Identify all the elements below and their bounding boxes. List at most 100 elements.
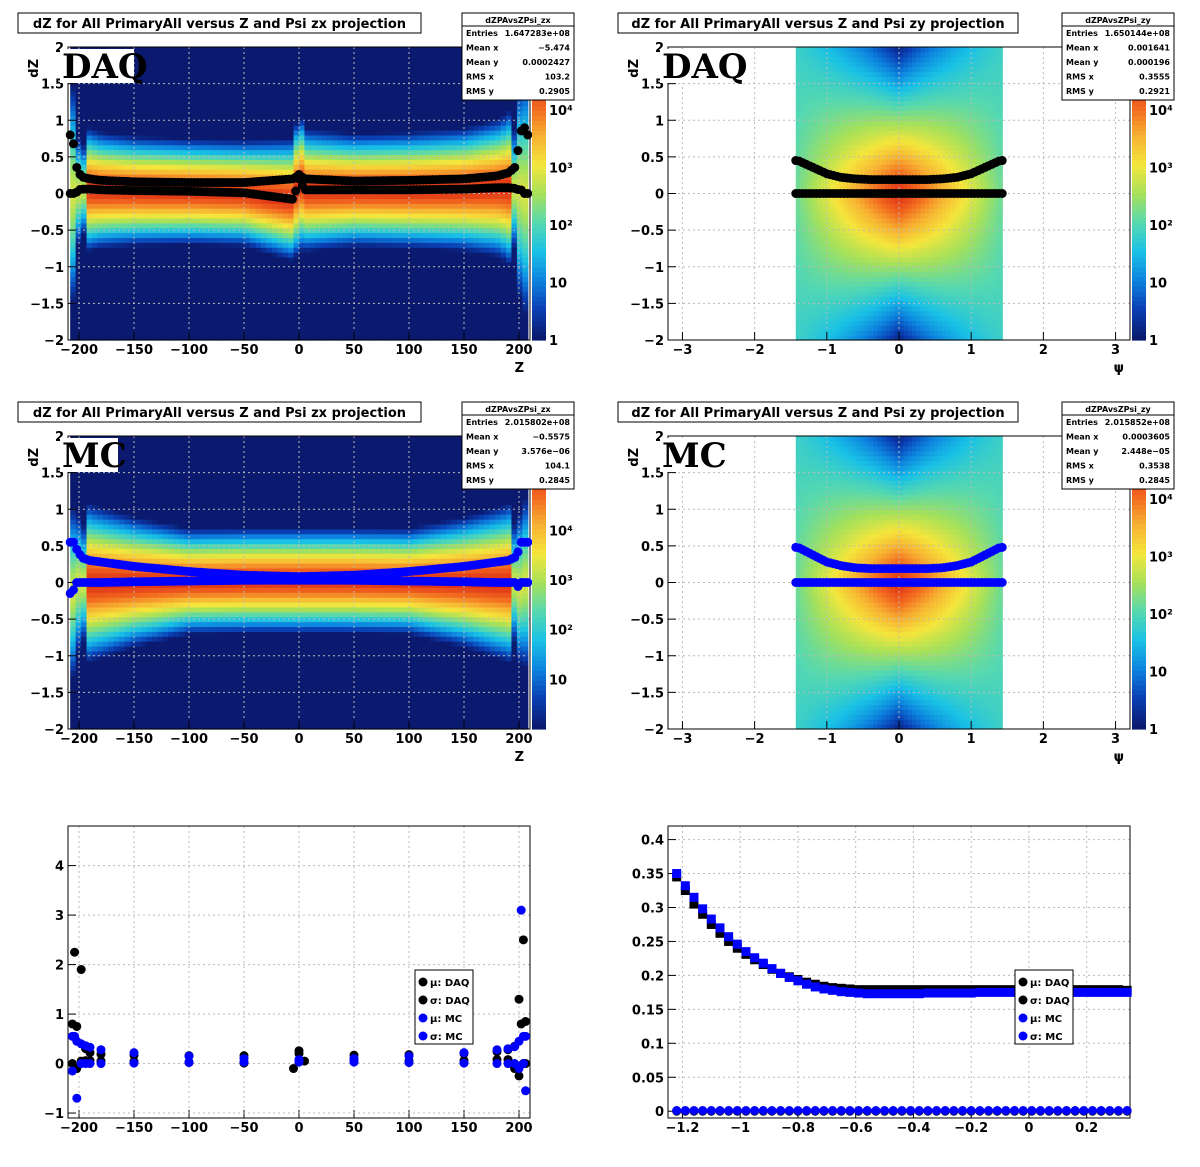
heatmap-cell: [299, 134, 306, 141]
heatmap-cell: [522, 296, 529, 302]
heatmap-cell: [195, 232, 202, 239]
heatmap-cell: [299, 47, 306, 53]
heatmap-cell: [260, 90, 267, 97]
heatmap-cell: [304, 51, 311, 58]
heatmap-cell: [478, 130, 485, 136]
heatmap-cell: [304, 47, 311, 53]
heatmap-cell: [331, 242, 338, 248]
heatmap-cell: [299, 222, 306, 229]
heatmap-cell: [342, 217, 349, 224]
heatmap-cell: [146, 51, 153, 58]
heatmap-cell: [222, 320, 229, 326]
heatmap-cell: [413, 164, 420, 170]
heatmap-cell: [440, 169, 447, 175]
heatmap-cell: [522, 315, 529, 322]
heatmap-cell: [91, 242, 99, 248]
heatmap-cell: [206, 237, 213, 243]
heatmap-cell: [397, 149, 404, 156]
heatmap-cell: [299, 330, 306, 336]
heatmap-cell: [184, 110, 191, 116]
heatmap-cell: [462, 203, 469, 209]
heatmap-cell: [233, 271, 240, 278]
heatmap-cell: [348, 203, 355, 209]
heatmap-cell: [407, 256, 414, 263]
heatmap-cell: [162, 95, 169, 102]
heatmap-cell: [418, 247, 425, 253]
heatmap-cell: [511, 115, 518, 121]
heatmap-cell: [233, 115, 240, 121]
heatmap-cell: [179, 125, 186, 131]
heatmap-cell: [326, 120, 333, 126]
heatmap-cell: [179, 256, 186, 263]
heatmap-cell: [75, 193, 82, 199]
heatmap-cell: [113, 320, 120, 326]
heatmap-cell: [173, 71, 180, 77]
heatmap-cell: [429, 164, 436, 170]
heatmap-cell: [407, 227, 414, 234]
heatmap-cell: [326, 281, 333, 287]
heatmap-cell: [369, 217, 376, 224]
heatmap-cell: [511, 305, 518, 312]
heatmap-cell: [386, 164, 393, 170]
heatmap-cell: [348, 330, 355, 336]
heatmap-cell: [467, 276, 474, 282]
heatmap-cell: [511, 276, 518, 282]
heatmap-cell: [364, 115, 371, 121]
heatmap-cell: [304, 222, 311, 229]
heatmap-cell: [337, 47, 344, 53]
heatmap-cell: [141, 47, 148, 53]
heatmap-cell: [364, 208, 371, 214]
heatmap-cell: [195, 86, 202, 92]
heatmap-cell: [179, 61, 186, 68]
heatmap-cell: [478, 198, 485, 204]
heatmap-cell: [266, 281, 273, 287]
heatmap-cell: [206, 232, 213, 239]
heatmap-cell: [315, 193, 322, 199]
heatmap-cell: [353, 271, 360, 278]
heatmap-cell: [91, 291, 99, 297]
heatmap-cell: [522, 286, 529, 292]
heatmap-cell: [282, 266, 289, 273]
heatmap-cell: [168, 330, 175, 336]
heatmap-cell: [320, 281, 327, 287]
heatmap-cell: [239, 139, 246, 146]
heatmap-cell: [217, 149, 224, 156]
heatmap-cell: [418, 139, 425, 146]
heatmap-cell: [141, 252, 148, 258]
heatmap-cell: [113, 286, 120, 292]
heatmap-cell: [435, 125, 442, 131]
heatmap-cell: [135, 320, 142, 326]
heatmap-cell: [369, 169, 376, 175]
heatmap-cell: [500, 237, 507, 243]
heatmap-cell: [179, 149, 186, 156]
heatmap-cell: [119, 247, 126, 253]
heatmap-cell: [462, 217, 469, 224]
heatmap-cell: [255, 286, 262, 292]
heatmap-cell: [81, 203, 88, 209]
heatmap-cell: [119, 139, 126, 146]
heatmap-cell: [146, 86, 153, 92]
heatmap-cell: [151, 281, 158, 287]
heatmap-cell: [418, 134, 425, 141]
heatmap-cell: [162, 169, 169, 175]
heatmap-cell: [179, 325, 186, 331]
heatmap-cell: [190, 198, 197, 204]
heatmap-cell: [141, 76, 148, 82]
heatmap-cell: [299, 66, 306, 73]
heatmap-cell: [506, 296, 513, 302]
heatmap-cell: [113, 330, 120, 336]
heatmap-cell: [402, 266, 409, 273]
heatmap-cell: [375, 149, 382, 156]
heatmap-cell: [446, 217, 453, 224]
heatmap-cell: [353, 198, 360, 204]
heatmap-cell: [195, 71, 202, 77]
heatmap-cell: [435, 105, 442, 112]
heatmap-cell: [500, 130, 507, 136]
heatmap-cell: [342, 203, 349, 209]
heatmap-cell: [173, 110, 180, 116]
heatmap-cell: [516, 213, 523, 219]
heatmap-cell: [135, 130, 142, 136]
heatmap-cell: [119, 90, 126, 97]
heatmap-cell: [135, 252, 142, 258]
heatmap-cell: [375, 56, 382, 63]
